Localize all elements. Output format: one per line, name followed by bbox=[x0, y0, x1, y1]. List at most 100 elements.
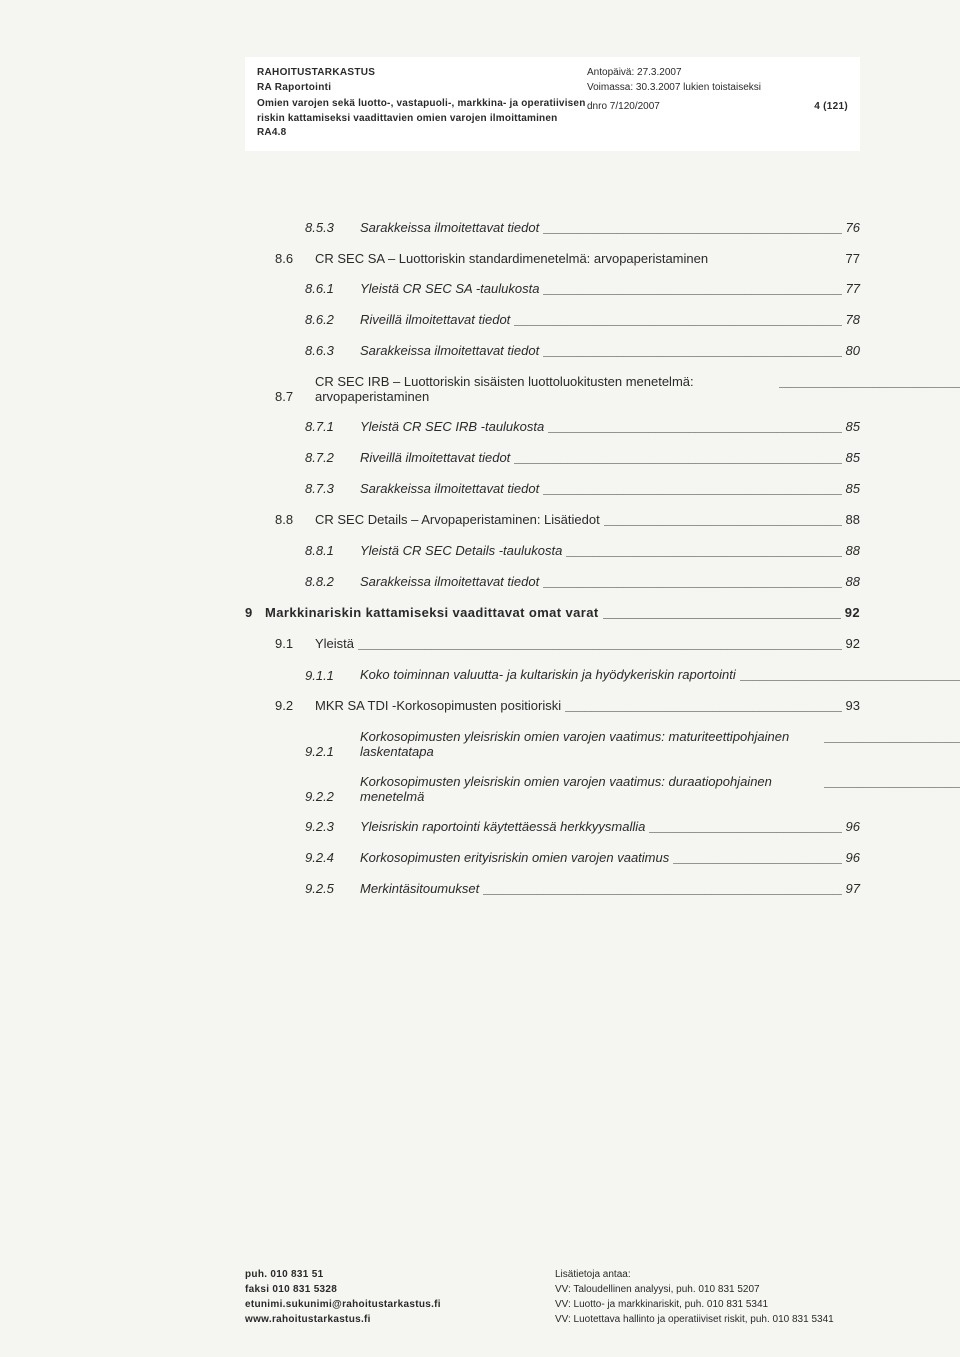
toc-entry-title: Yleistä CR SEC SA -taulukosta bbox=[360, 281, 539, 296]
toc-entry-page: 78 bbox=[846, 312, 860, 327]
toc-leader-line bbox=[566, 543, 841, 559]
toc-entry: 9.2.5Merkintäsitoumukset97 bbox=[305, 881, 860, 897]
toc-entry: 9Markkinariskin kattamiseksi vaadittavat… bbox=[245, 605, 860, 621]
footer-email: etunimi.sukunimi@rahoitustarkastus.fi bbox=[245, 1297, 555, 1312]
toc-entry-page: 92 bbox=[846, 636, 860, 651]
toc-entry: 9.2.2Korkosopimusten yleisriskin omien v… bbox=[305, 774, 860, 804]
toc-entry-number: 8.7 bbox=[275, 389, 315, 404]
toc-entry-number: 8.5.3 bbox=[305, 220, 360, 235]
toc-entry-number: 8.8.2 bbox=[305, 574, 360, 589]
toc-leader-line bbox=[603, 605, 841, 621]
toc-entry-title: Koko toiminnan valuutta- ja kultariskin … bbox=[360, 667, 736, 682]
footer-fax: faksi 010 831 5328 bbox=[245, 1282, 555, 1297]
toc-entry-number: 8.6 bbox=[275, 251, 315, 266]
footer-info-line: VV: Luotto- ja markkinariskit, puh. 010 … bbox=[555, 1297, 860, 1312]
toc-entry: 8.6.3Sarakkeissa ilmoitettavat tiedot80 bbox=[305, 343, 860, 359]
toc-leader-line bbox=[779, 374, 960, 390]
footer-info-line: VV: Taloudellinen analyysi, puh. 010 831… bbox=[555, 1282, 860, 1297]
toc-entry: 9.2.3Yleisriskin raportointi käytettäess… bbox=[305, 819, 860, 835]
toc-entry-title: Sarakkeissa ilmoitettavat tiedot bbox=[360, 220, 539, 235]
toc-entry-number: 9.1 bbox=[275, 636, 315, 651]
toc-entry: 8.6CR SEC SA – Luottoriskin standardimen… bbox=[275, 251, 860, 266]
header-description: Omien varojen sekä luotto-, vastapuoli-,… bbox=[257, 97, 587, 141]
toc-entry-title: CR SEC Details – Arvopaperistaminen: Lis… bbox=[315, 512, 600, 527]
toc-leader-line bbox=[740, 667, 960, 683]
toc-leader-line bbox=[358, 636, 842, 652]
toc-entry-page: 85 bbox=[846, 450, 860, 465]
toc-leader-line bbox=[543, 574, 841, 590]
toc-leader-line bbox=[514, 450, 841, 466]
toc-leader-line bbox=[712, 262, 841, 263]
toc-leader-line bbox=[543, 481, 841, 497]
toc-entry-page: 85 bbox=[846, 481, 860, 496]
table-of-contents: 8.5.3Sarakkeissa ilmoitettavat tiedot768… bbox=[245, 220, 860, 912]
toc-entry: 8.8.1Yleistä CR SEC Details -taulukosta8… bbox=[305, 543, 860, 559]
toc-entry-page: 85 bbox=[846, 419, 860, 434]
toc-entry-number: 8.7.3 bbox=[305, 481, 360, 496]
toc-leader-line bbox=[824, 729, 960, 745]
toc-entry: 9.2MKR SA TDI -Korkosopimusten positiori… bbox=[275, 698, 860, 714]
toc-entry-number: 9.2.1 bbox=[305, 744, 360, 759]
toc-entry-title: Yleistä CR SEC Details -taulukosta bbox=[360, 543, 562, 558]
toc-entry: 9.1Yleistä 92 bbox=[275, 636, 860, 652]
toc-entry-page: 93 bbox=[846, 698, 860, 713]
toc-leader-line bbox=[604, 512, 842, 528]
toc-entry-title: Yleistä bbox=[315, 636, 354, 651]
toc-entry-number: 8.7.1 bbox=[305, 419, 360, 434]
toc-entry-title: Yleistä CR SEC IRB -taulukosta bbox=[360, 419, 544, 434]
header-page-number: 4 (121) bbox=[814, 99, 848, 141]
toc-entry: 8.5.3Sarakkeissa ilmoitettavat tiedot 76 bbox=[305, 220, 860, 236]
toc-entry-title: Korkosopimusten yleisriskin omien varoje… bbox=[360, 774, 820, 804]
toc-entry-page: 97 bbox=[846, 881, 860, 896]
toc-entry-page: 88 bbox=[846, 574, 860, 589]
toc-leader-line bbox=[565, 698, 841, 714]
toc-entry-number: 8.6.1 bbox=[305, 281, 360, 296]
toc-entry-number: 9.2.4 bbox=[305, 850, 360, 865]
toc-entry: 8.7.2Riveillä ilmoitettavat tiedot 85 bbox=[305, 450, 860, 466]
toc-entry-number: 9.2.5 bbox=[305, 881, 360, 896]
toc-entry-page: 96 bbox=[846, 819, 860, 834]
toc-entry-title: Riveillä ilmoitettavat tiedot bbox=[360, 450, 510, 465]
toc-entry-title: Sarakkeissa ilmoitettavat tiedot bbox=[360, 481, 539, 496]
footer-phone: puh. 010 831 51 bbox=[245, 1267, 555, 1282]
toc-entry-number: 8.7.2 bbox=[305, 450, 360, 465]
toc-leader-line bbox=[543, 281, 841, 297]
toc-entry-page: 92 bbox=[845, 605, 860, 620]
toc-entry: 8.6.2Riveillä ilmoitettavat tiedot 78 bbox=[305, 312, 860, 328]
toc-entry: 8.6.1Yleistä CR SEC SA -taulukosta 77 bbox=[305, 281, 860, 297]
toc-entry: 8.7.1Yleistä CR SEC IRB -taulukosta 85 bbox=[305, 419, 860, 435]
header-doc: RA Raportointi bbox=[257, 80, 587, 95]
toc-entry-page: 96 bbox=[846, 850, 860, 865]
document-header: RAHOITUSTARKASTUS Antopäivä: 27.3.2007 R… bbox=[245, 57, 860, 151]
toc-entry: 8.8CR SEC Details – Arvopaperistaminen: … bbox=[275, 512, 860, 528]
toc-leader-line bbox=[673, 850, 841, 866]
toc-leader-line bbox=[824, 774, 960, 790]
toc-entry: 8.8.2Sarakkeissa ilmoitettavat tiedot 88 bbox=[305, 574, 860, 590]
toc-leader-line bbox=[649, 819, 841, 835]
toc-entry-number: 8.6.2 bbox=[305, 312, 360, 327]
header-valid: Voimassa: 30.3.2007 lukien toistaiseksi bbox=[587, 80, 848, 95]
toc-entry-title: MKR SA TDI -Korkosopimusten positioriski bbox=[315, 698, 561, 713]
toc-entry-page: 77 bbox=[846, 251, 860, 266]
footer-web: www.rahoitustarkastus.fi bbox=[245, 1312, 555, 1327]
header-issued: Antopäivä: 27.3.2007 bbox=[587, 65, 848, 80]
toc-entry-number: 9.2.3 bbox=[305, 819, 360, 834]
toc-entry-number: 9.2 bbox=[275, 698, 315, 713]
toc-entry-title: Korkosopimusten erityisriskin omien varo… bbox=[360, 850, 669, 865]
toc-entry-page: 76 bbox=[846, 220, 860, 235]
toc-entry-page: 88 bbox=[846, 543, 860, 558]
toc-entry-page: 77 bbox=[846, 281, 860, 296]
toc-entry-title: Yleisriskin raportointi käytettäessä her… bbox=[360, 819, 645, 834]
toc-entry-page: 88 bbox=[846, 512, 860, 527]
toc-entry-title: CR SEC SA – Luottoriskin standardimenete… bbox=[315, 251, 708, 266]
header-org: RAHOITUSTARKASTUS bbox=[257, 65, 587, 80]
toc-leader-line bbox=[543, 220, 841, 236]
toc-entry-title: Riveillä ilmoitettavat tiedot bbox=[360, 312, 510, 327]
toc-leader-line bbox=[483, 881, 841, 897]
toc-entry-title: Markkinariskin kattamiseksi vaadittavat … bbox=[265, 605, 599, 620]
toc-leader-line bbox=[514, 312, 841, 328]
toc-entry-number: 8.6.3 bbox=[305, 343, 360, 358]
toc-entry: 9.1.1Koko toiminnan valuutta- ja kultari… bbox=[305, 667, 860, 683]
toc-entry-title: Sarakkeissa ilmoitettavat tiedot bbox=[360, 343, 539, 358]
toc-entry-title: Sarakkeissa ilmoitettavat tiedot bbox=[360, 574, 539, 589]
